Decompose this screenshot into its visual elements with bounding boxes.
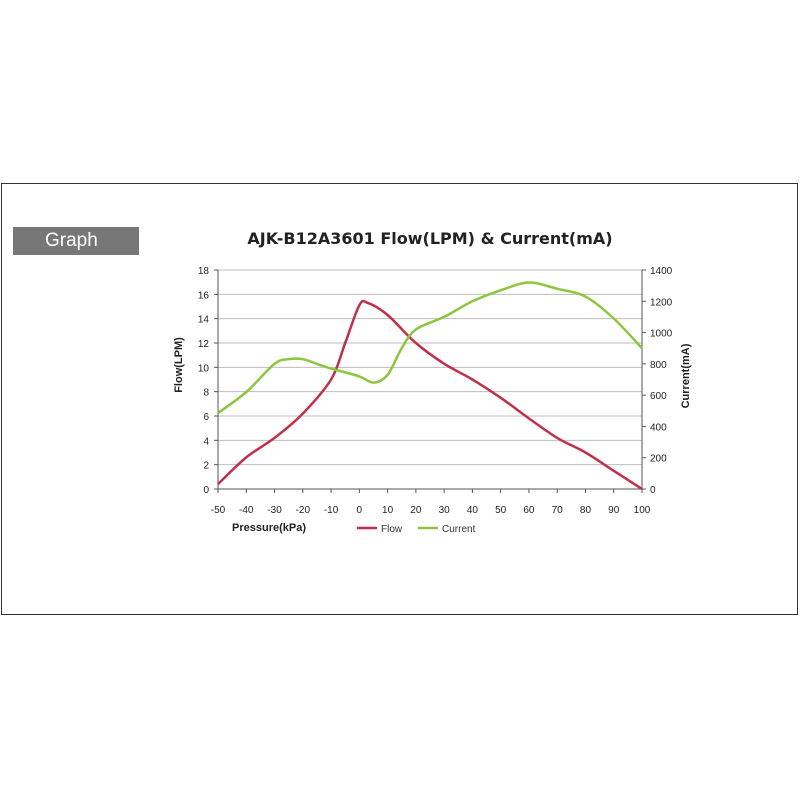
legend-label-current: Current	[442, 524, 476, 535]
y-left-tick-label: 4	[203, 436, 209, 447]
y-right-tick-label: 800	[650, 360, 667, 371]
y-left-tick-label: 18	[198, 266, 210, 277]
x-tick-label: 50	[495, 505, 507, 516]
y-right-tick-label: 1400	[650, 266, 673, 277]
legend: Flow Current	[357, 524, 476, 535]
x-tick-label: 70	[552, 505, 564, 516]
series-line-flow	[217, 299, 643, 491]
x-tick-label: 80	[580, 505, 592, 516]
x-tick-label: -10	[324, 505, 339, 516]
y-axis-right-label: Current(mA)	[680, 343, 692, 408]
y-left-tick-label: 12	[198, 339, 210, 350]
series-lines	[217, 281, 643, 491]
y-left-tick-label: 14	[198, 315, 210, 326]
graph-panel: Graph	[1, 183, 798, 615]
x-tick-label: 0	[357, 505, 363, 516]
x-tick-label: 90	[608, 505, 620, 516]
x-tick-label: 10	[382, 505, 394, 516]
section-label: Graph	[13, 227, 139, 255]
series-line-current	[217, 281, 643, 415]
axes: 0246810121416180200400600800100012001400…	[198, 266, 673, 516]
y-left-tick-label: 6	[203, 412, 209, 423]
x-tick-label: -50	[211, 505, 226, 516]
y-right-tick-label: 400	[650, 422, 667, 433]
y-left-tick-label: 2	[203, 461, 209, 472]
legend-label-flow: Flow	[381, 524, 403, 535]
x-tick-label: -40	[239, 505, 254, 516]
x-tick-label: 60	[523, 505, 535, 516]
y-right-tick-label: 1000	[650, 329, 673, 340]
y-right-tick-label: 200	[650, 454, 667, 465]
x-tick-label: 40	[467, 505, 479, 516]
y-left-tick-label: 8	[203, 388, 209, 399]
y-left-tick-label: 16	[198, 290, 210, 301]
x-tick-label: -20	[296, 505, 311, 516]
x-tick-label: 100	[634, 505, 651, 516]
gridlines	[218, 269, 642, 490]
x-tick-label: 30	[439, 505, 451, 516]
y-right-tick-label: 1200	[650, 297, 673, 308]
y-right-tick-label: 0	[650, 485, 656, 496]
x-tick-label: 20	[410, 505, 422, 516]
x-axis-label: Pressure(kPa)	[232, 522, 306, 534]
y-right-tick-label: 600	[650, 391, 667, 402]
y-axis-left-label: Flow(LPM)	[173, 337, 185, 393]
x-tick-label: -30	[267, 505, 282, 516]
y-left-tick-label: 10	[198, 363, 210, 374]
y-left-tick-label: 0	[203, 485, 209, 496]
chart-title: AJK-B12A3601 Flow(LPM) & Current(mA)	[247, 229, 612, 248]
